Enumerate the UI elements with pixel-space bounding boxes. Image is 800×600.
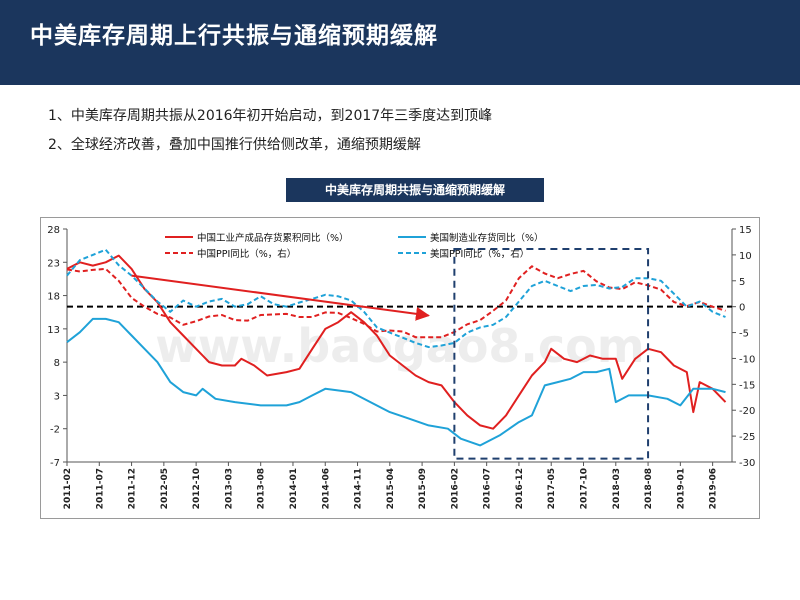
x-tick-label: 2012-10 — [192, 468, 202, 509]
x-tick-label: 2016-02 — [450, 468, 460, 509]
x-tick-label: 2019-06 — [709, 468, 719, 509]
y-right-tick-label: 5 — [739, 277, 745, 288]
y-left-tick-label: 18 — [47, 292, 60, 303]
x-tick-label: 2012-05 — [160, 468, 170, 509]
series-line-0 — [66, 254, 727, 430]
legend-label: 中国PPI同比（%，右） — [197, 248, 296, 260]
x-tick-label: 2018-08 — [644, 468, 654, 509]
chart-heading: 中美库存周期共振与通缩预期缓解 — [286, 178, 544, 202]
bullet-item: 2、全球经济改善，叠加中国推行供给侧改革，通缩预期缓解 — [48, 137, 421, 153]
y-right-tick-label: -5 — [739, 329, 749, 340]
y-left-tick-label: 28 — [47, 225, 60, 236]
y-left-tick-label: -2 — [50, 425, 60, 436]
slide-title: 中美库存周期上行共振与通缩预期缓解 — [30, 23, 438, 49]
x-tick-label: 2014-06 — [321, 468, 331, 509]
y-right-tick-label: 15 — [739, 225, 752, 236]
bullet-item: 1、中美库存周期共振从2016年初开始启动，到2017年三季度达到顶峰 — [48, 108, 493, 124]
series-line-1 — [66, 317, 726, 447]
x-tick-label: 2017-10 — [580, 468, 590, 509]
legend-label: 美国制造业存货同比（%） — [430, 232, 544, 244]
bullet-list: 1、中美库存周期共振从2016年初开始启动，到2017年三季度达到顶峰 2、全球… — [48, 104, 492, 162]
x-tick-label: 2014-11 — [354, 468, 364, 509]
x-tick-label: 2016-12 — [515, 468, 525, 509]
y-right-tick-label: -25 — [739, 432, 755, 443]
x-tick-label: 2017-05 — [547, 468, 557, 509]
y-right-tick-label: 0 — [739, 303, 745, 314]
x-tick-label: 2014-01 — [289, 468, 299, 509]
y-left-tick-label: -7 — [50, 458, 60, 469]
y-right-tick-label: -10 — [739, 354, 755, 365]
y-left-tick-label: 13 — [47, 325, 60, 336]
x-tick-label: 2011-07 — [95, 468, 105, 509]
highlight-box — [453, 247, 650, 460]
x-tick-label: 2018-03 — [612, 468, 622, 509]
legend-label: 中国工业产成品存货累积同比（%） — [197, 232, 349, 244]
x-tick-label: 2011-02 — [63, 468, 73, 509]
y-left-tick-label: 23 — [47, 258, 60, 269]
x-tick-label: 2013-08 — [257, 468, 267, 509]
series-line-3 — [66, 248, 726, 349]
y-left-tick-label: 8 — [54, 358, 60, 369]
y-right-tick-label: -15 — [739, 380, 755, 391]
x-tick-label: 2011-12 — [128, 468, 138, 509]
legend-label: 美国PPI同比（%，右） — [430, 248, 529, 260]
x-tick-label: 2015-04 — [386, 468, 396, 509]
y-right-tick-label: 10 — [739, 251, 752, 262]
x-tick-label: 2016-07 — [483, 468, 493, 509]
x-tick-label: 2015-09 — [418, 468, 428, 509]
chart-frame — [40, 217, 760, 519]
y-right-tick-label: -30 — [739, 458, 755, 469]
x-tick-label: 2019-01 — [676, 468, 686, 509]
y-right-tick-label: -20 — [739, 406, 755, 417]
slide-header: 中美库存周期上行共振与通缩预期缓解 — [0, 0, 800, 85]
trend-arrow — [131, 274, 430, 321]
x-tick-label: 2013-03 — [224, 468, 234, 509]
y-left-tick-label: 3 — [54, 391, 60, 402]
